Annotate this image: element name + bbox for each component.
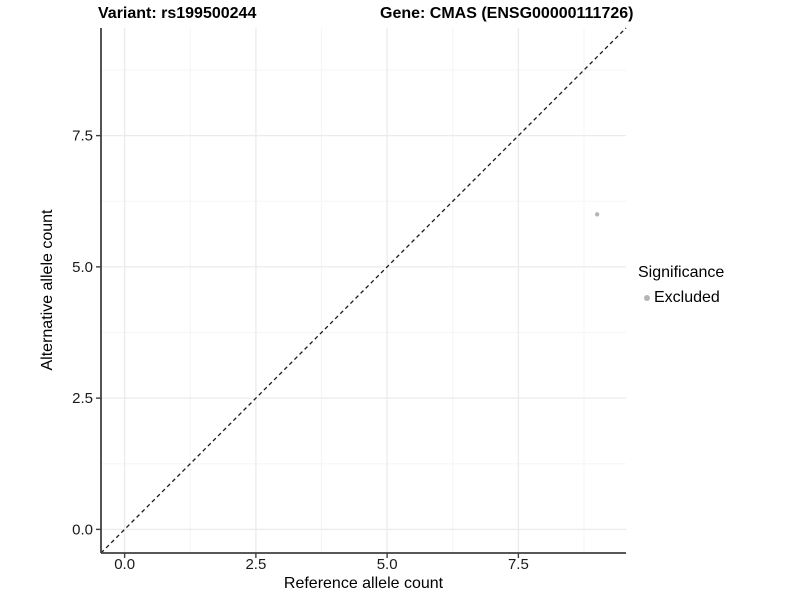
- x-tick-label: 2.5: [245, 556, 266, 573]
- data-point: [594, 212, 600, 217]
- plot-title-gene: Gene: CMAS (ENSG00000111726): [380, 5, 634, 22]
- legend: Significance Excluded: [638, 264, 724, 307]
- plot-title-variant: Variant: rs199500244: [98, 5, 257, 22]
- y-tick-label: 7.5: [72, 128, 93, 145]
- y-axis-title: Alternative allele count: [39, 209, 56, 371]
- legend-item-label: Excluded: [654, 289, 720, 306]
- x-tick-label: 5.0: [377, 556, 398, 573]
- x-tick-label: 0.0: [114, 556, 135, 573]
- legend-title: Significance: [638, 264, 725, 281]
- x-axis-title: Reference allele count: [283, 575, 444, 592]
- y-tick-label: 2.5: [72, 390, 93, 407]
- identity-dashed-line: [100, 27, 627, 554]
- legend-item-excluded: Excluded: [644, 289, 724, 307]
- y-tick-label: 0.0: [72, 521, 93, 538]
- x-tick-label: 7.5: [508, 556, 529, 573]
- legend-point-icon: [644, 295, 650, 301]
- y-tick-label: 5.0: [72, 259, 93, 276]
